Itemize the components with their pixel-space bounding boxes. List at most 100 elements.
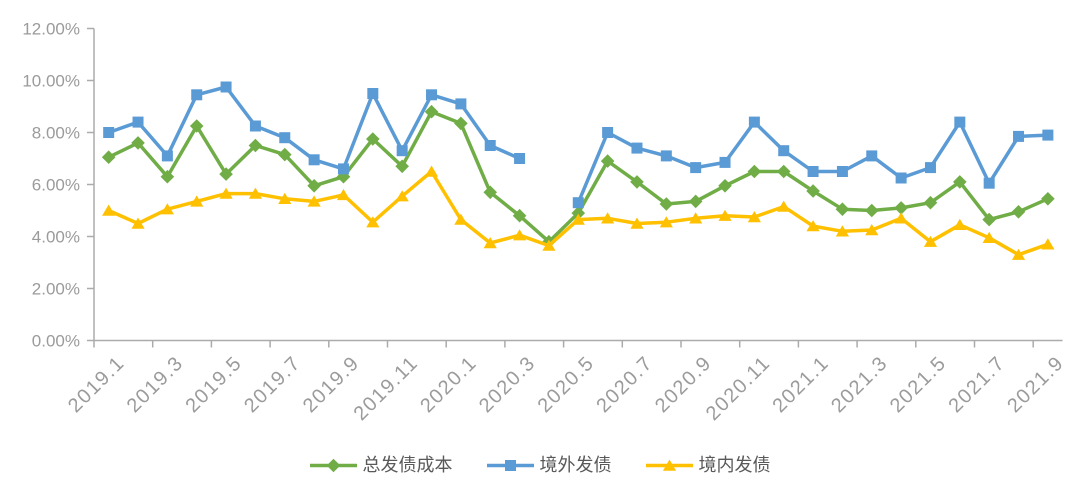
data-point-marker xyxy=(924,162,936,174)
x-axis-label-group: 2020.3 xyxy=(475,352,540,417)
data-point-marker xyxy=(219,187,233,199)
data-point-marker xyxy=(1042,129,1054,141)
data-point-marker xyxy=(718,209,732,221)
y-axis-tick-label: 8.00% xyxy=(32,124,80,143)
x-axis-tick-label: 2021.9 xyxy=(1003,352,1068,417)
data-point-marker xyxy=(807,166,819,177)
data-point-marker xyxy=(1041,192,1055,206)
data-point-marker xyxy=(776,164,791,179)
data-point-marker xyxy=(747,211,761,223)
data-point-marker xyxy=(277,147,292,162)
data-point-marker xyxy=(660,150,672,162)
x-axis-label-group: 2019.5 xyxy=(181,352,246,417)
data-point-marker xyxy=(806,220,820,232)
x-axis-label-group: 2020.1 xyxy=(416,352,481,417)
data-point-marker xyxy=(249,120,261,132)
plot-area: 0.00% 2.00% 4.00% 6.00% 8.00% 10.00% 12.00% 201… xyxy=(22,20,1068,426)
data-point-marker xyxy=(747,164,762,179)
data-point-marker xyxy=(395,159,409,174)
x-axis-label-group: 2019.1 xyxy=(64,352,129,417)
data-point-marker xyxy=(189,119,204,133)
data-point-marker xyxy=(367,88,379,99)
data-point-marker xyxy=(983,177,995,189)
data-point-marker xyxy=(865,224,879,236)
data-point-marker xyxy=(806,184,820,198)
data-point-marker xyxy=(220,81,232,93)
data-point-marker xyxy=(512,208,527,223)
data-point-marker xyxy=(895,172,907,184)
y-axis-tick-label: 10.00% xyxy=(22,72,80,91)
chart-legend: 总发债成本 境外发债 境内发债 xyxy=(0,456,1080,474)
data-point-marker xyxy=(219,167,233,181)
x-axis-tick-label: 2020.5 xyxy=(534,352,599,417)
x-axis-tick-label: 2020.1 xyxy=(416,352,481,417)
data-point-marker xyxy=(308,154,320,166)
data-point-marker xyxy=(101,150,116,164)
x-axis-label-group: 2021.9 xyxy=(1003,352,1068,417)
data-point-marker xyxy=(894,201,908,215)
x-axis-tick-label: 2021.7 xyxy=(945,352,1010,417)
data-point-marker xyxy=(777,200,791,212)
data-point-marker xyxy=(982,231,996,243)
data-point-marker xyxy=(396,145,408,157)
x-axis-tick-label: 2019.5 xyxy=(181,352,246,417)
data-point-marker xyxy=(131,217,145,229)
data-point-marker xyxy=(836,166,848,177)
data-point-marker xyxy=(426,89,438,101)
x-axis-label-group: 2021.3 xyxy=(827,352,892,417)
data-point-marker xyxy=(484,140,496,151)
data-point-marker xyxy=(571,213,585,225)
series-2 xyxy=(102,165,1055,260)
data-point-marker xyxy=(748,116,760,128)
triangle-marker-icon xyxy=(645,459,693,471)
data-point-marker xyxy=(866,150,878,162)
series-0 xyxy=(101,104,1055,249)
data-point-marker xyxy=(659,197,674,211)
data-point-marker xyxy=(571,206,586,220)
data-point-marker xyxy=(953,218,967,230)
legend-label-domestic: 境内发债 xyxy=(698,455,771,475)
data-point-marker xyxy=(483,185,498,200)
data-point-marker xyxy=(424,165,439,177)
x-axis-tick-label: 2019.7 xyxy=(240,352,305,417)
data-point-marker xyxy=(954,116,966,128)
data-point-marker xyxy=(307,179,321,193)
x-axis-label-group: 2021.7 xyxy=(945,352,1010,417)
data-point-marker xyxy=(161,150,173,162)
data-point-marker xyxy=(923,195,938,210)
data-point-marker xyxy=(395,190,409,202)
legend-marker-shape xyxy=(504,459,516,471)
data-point-marker xyxy=(160,203,174,215)
y-axis-tick-label: 0.00% xyxy=(32,332,80,351)
data-point-marker xyxy=(542,239,556,251)
x-axis-tick-label: 2020.7 xyxy=(592,352,657,417)
x-axis-tick-label: 2019.1 xyxy=(64,352,129,417)
data-point-marker xyxy=(982,212,996,227)
data-point-marker xyxy=(718,179,732,193)
data-point-marker xyxy=(160,169,175,184)
data-point-marker xyxy=(483,237,497,249)
data-point-marker xyxy=(191,89,203,101)
x-axis-tick-label: 2020.3 xyxy=(475,352,540,417)
data-point-marker xyxy=(864,203,879,218)
data-point-marker xyxy=(602,127,614,138)
data-point-marker xyxy=(366,132,380,146)
x-axis-tick-label: 2021.1 xyxy=(768,352,833,417)
data-point-marker xyxy=(454,213,468,225)
data-point-marker xyxy=(131,136,145,150)
data-point-marker xyxy=(923,235,938,247)
x-axis-label-group: 2019.3 xyxy=(123,352,188,417)
legend-item-total-cost: 总发债成本 xyxy=(309,456,453,474)
data-point-marker xyxy=(835,225,850,237)
x-axis-label-group: 2020.11 xyxy=(702,352,775,425)
data-point-marker xyxy=(601,212,615,224)
x-axis-label-group: 2021.1 xyxy=(768,352,833,417)
data-point-marker xyxy=(630,217,644,229)
y-axis-tick-label: 6.00% xyxy=(32,176,80,195)
x-axis-label-group: 2020.7 xyxy=(592,352,657,417)
data-point-marker xyxy=(454,116,468,131)
data-point-marker xyxy=(1011,248,1026,260)
data-point-marker xyxy=(102,204,116,216)
x-axis-label-group: 2020.5 xyxy=(534,352,599,417)
